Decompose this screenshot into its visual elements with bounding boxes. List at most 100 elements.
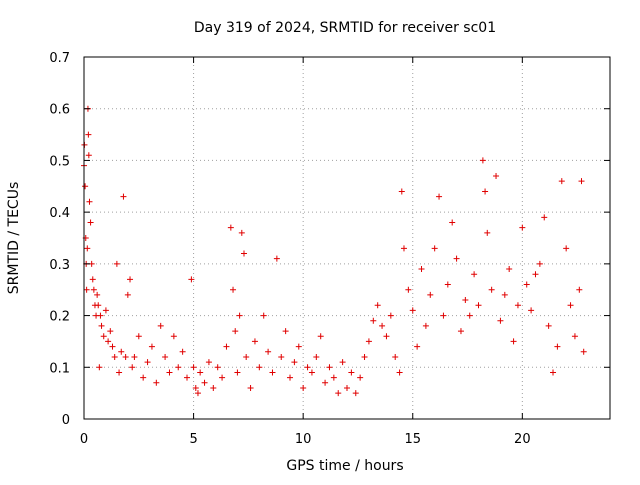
data-point [317,333,324,340]
data-point [558,178,565,185]
data-point [148,343,155,350]
data-point [87,219,94,226]
data-point [374,302,381,309]
data-point [457,328,464,335]
data-point [571,333,578,340]
data-point [422,322,429,329]
data-point [113,260,120,267]
data-point [97,312,104,319]
data-point [265,348,272,355]
data-point [532,271,539,278]
points-layer [81,105,587,397]
data-point [144,359,151,366]
data-point [365,338,372,345]
y-tick-label: 0.2 [49,310,70,325]
data-point [466,312,473,319]
data-point [96,364,103,371]
data-point [440,312,447,319]
data-point [418,266,425,273]
data-point [554,343,561,350]
data-point [295,343,302,350]
data-point [392,353,399,360]
data-point [576,286,583,293]
data-point [105,338,112,345]
data-point [330,374,337,381]
data-point [322,379,329,386]
data-point [523,281,530,288]
data-point [122,353,129,360]
data-point [94,291,101,298]
data-point [493,172,500,179]
data-point [550,369,557,376]
data-point [427,291,434,298]
data-point [484,229,491,236]
data-point [269,369,276,376]
y-tick-label: 0.4 [49,206,70,221]
data-point [282,328,289,335]
data-point [82,183,89,190]
data-point [541,214,548,221]
data-point [453,255,460,262]
data-point [436,193,443,200]
data-point [98,322,105,329]
data-point [287,374,294,381]
data-point [85,152,92,159]
data-point [580,348,587,355]
data-point [482,188,489,195]
data-point [352,390,359,397]
grid-layer [84,57,610,419]
y-tick-label: 0.6 [49,103,70,118]
data-point [90,286,97,293]
data-point [339,359,346,366]
data-point [190,364,197,371]
data-point [273,255,280,262]
data-point [227,224,234,231]
data-point [304,364,311,371]
data-point [197,369,204,376]
data-point [398,188,405,195]
data-point [278,353,285,360]
data-point [247,384,254,391]
data-point [313,353,320,360]
data-point [111,353,118,360]
y-tick-label: 0.1 [49,361,70,376]
data-point [506,266,513,273]
data-point [230,286,237,293]
data-point [240,250,247,257]
data-point [387,312,394,319]
data-point [409,307,416,314]
data-point [153,379,160,386]
data-point [135,333,142,340]
x-tick-label: 20 [514,432,531,447]
data-point [519,224,526,231]
data-point [383,333,390,340]
x-tick-label: 10 [295,432,312,447]
data-point [308,369,315,376]
data-point [475,302,482,309]
data-point [536,260,543,267]
data-point [107,328,114,335]
data-point [140,374,147,381]
data-point [170,333,177,340]
x-tick-label: 0 [80,432,88,447]
data-point [479,157,486,164]
data-point [348,369,355,376]
x-axis-label: GPS time / hours [286,458,403,474]
data-point [510,338,517,345]
data-point [109,343,116,350]
data-point [124,291,131,298]
plot-frame [83,56,611,420]
data-point [379,322,386,329]
x-tick-label: 15 [404,432,421,447]
data-point [118,348,125,355]
data-point [192,384,199,391]
chart-title: Day 319 of 2024, SRMTID for receiver sc0… [194,20,496,36]
y-tick-label: 0.3 [49,258,70,273]
data-point [205,359,212,366]
data-point [219,374,226,381]
data-point [414,343,421,350]
y-tick-label: 0.5 [49,154,70,169]
